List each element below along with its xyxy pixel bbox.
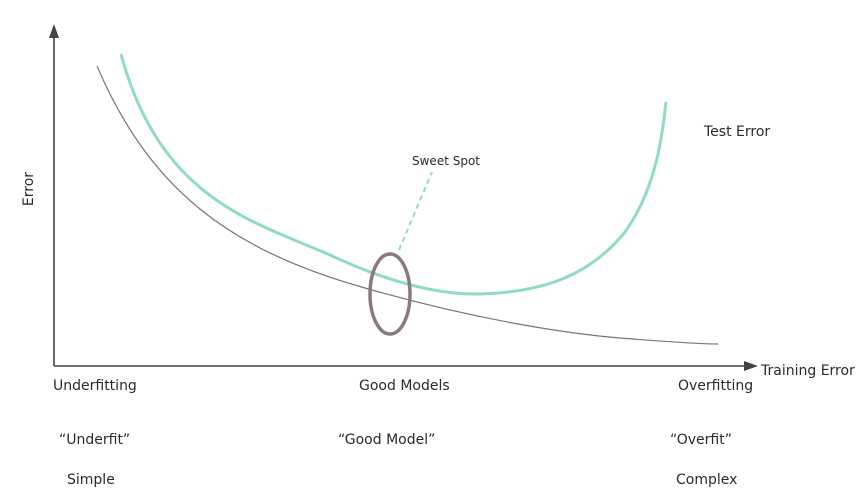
simple-label: Simple bbox=[67, 472, 115, 488]
sweet-spot-ellipse bbox=[368, 252, 412, 336]
overfit-quote: “Overfit” bbox=[670, 432, 732, 448]
x-axis-arrowhead bbox=[744, 361, 758, 371]
underfit-quote: “Underfit” bbox=[59, 432, 130, 448]
complex-label: Complex bbox=[676, 472, 737, 488]
sweet-spot-label: Sweet Spot bbox=[412, 154, 480, 168]
good-models-label: Good Models bbox=[359, 378, 450, 394]
training-error-curve bbox=[96, 65, 719, 345]
y-axis-arrowhead bbox=[49, 24, 59, 38]
sweet-spot-leader bbox=[398, 171, 433, 251]
axes bbox=[53, 34, 748, 367]
overfitting-label: Overfitting bbox=[678, 378, 753, 394]
underfitting-label: Underfitting bbox=[53, 378, 137, 394]
test-error-curve bbox=[119, 53, 668, 296]
y-axis-label: Error bbox=[21, 172, 37, 206]
x-axis-label: Training Error bbox=[760, 363, 855, 379]
test-error-label: Test Error bbox=[703, 124, 770, 140]
good-model-quote: “Good Model” bbox=[338, 432, 435, 448]
